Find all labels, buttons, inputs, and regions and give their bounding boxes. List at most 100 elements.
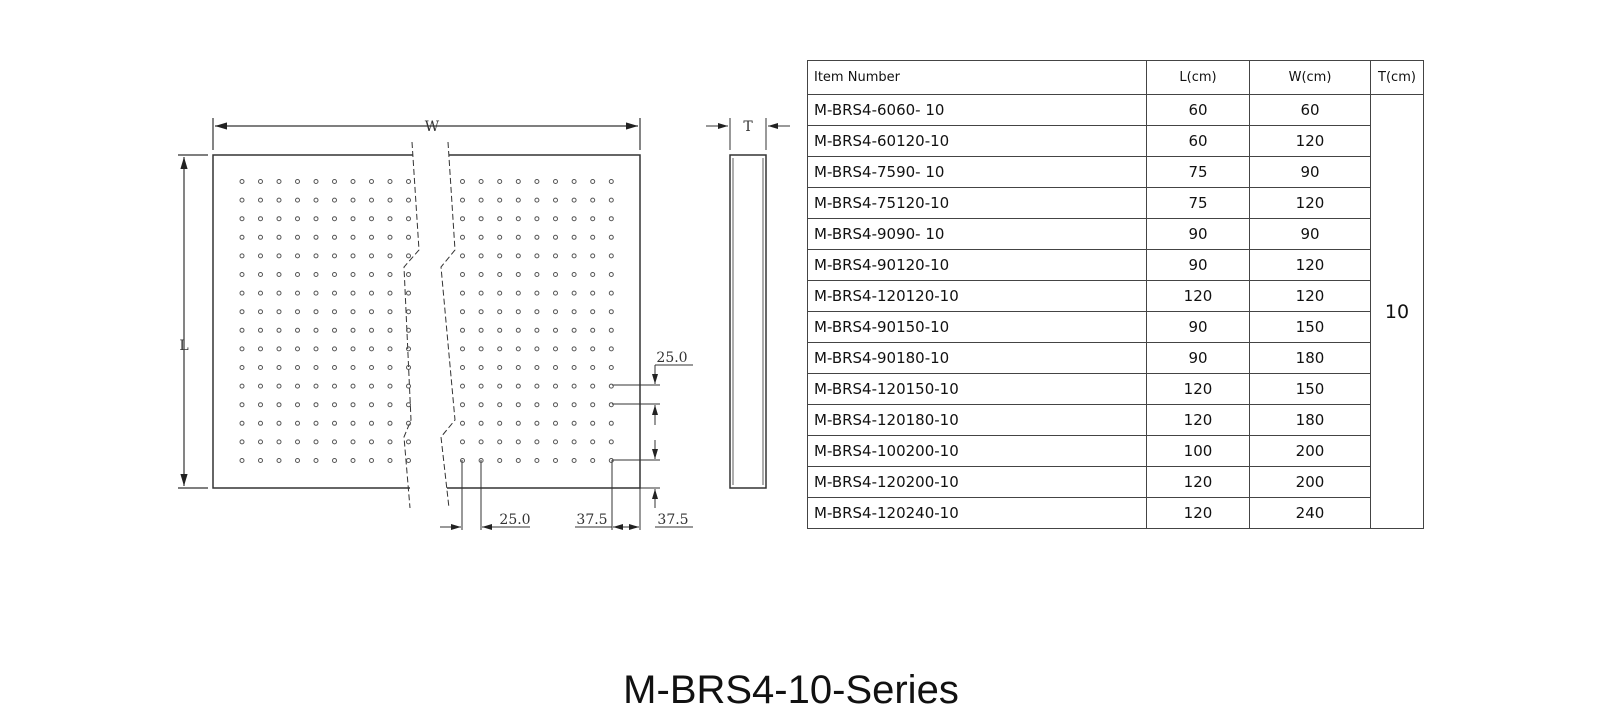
hole [534,197,540,203]
hole [460,365,465,370]
width-cell: 180 [1249,404,1371,436]
hole [295,253,300,259]
hole [478,290,484,296]
hole [590,290,596,296]
hole [276,234,282,240]
hole [387,383,393,389]
hole [571,234,577,240]
hole [350,420,356,426]
hole [313,365,319,370]
hole [553,309,558,315]
table-row: M-BRS4-90150-10 90 150 [807,311,1424,343]
hole [478,309,484,315]
length-cell: 100 [1146,435,1250,467]
hole [350,346,356,352]
hole [350,439,356,445]
hole [497,420,503,426]
hole [534,272,540,277]
hole [571,402,577,408]
hole [387,346,393,352]
hole [313,253,319,259]
hole [258,458,263,463]
hole [258,290,263,296]
hole [239,197,245,203]
length-cell: 90 [1146,342,1250,374]
length-cell: 120 [1146,373,1250,405]
hole [350,197,356,203]
hole [553,402,558,408]
hole [497,383,503,389]
hole [478,439,484,445]
length-cell: 90 [1146,218,1250,250]
hole [460,253,465,259]
hole [478,402,484,408]
edge-offset-vertical-label: 37.5 [657,512,688,528]
hole [608,216,614,222]
side-view [706,118,790,489]
hole [478,234,484,240]
hole [313,439,319,445]
hole [295,346,300,352]
length-cell: 90 [1146,249,1250,281]
width-cell: 240 [1249,497,1371,529]
hole [258,253,263,259]
table-row: M-BRS4-120120-10 120 120 [807,280,1424,312]
hole [350,179,356,184]
hole [239,234,245,240]
hole [350,458,356,463]
hole [313,309,319,315]
width-cell: 200 [1249,466,1371,498]
hole [276,216,282,222]
hole [460,216,465,222]
hole [350,272,356,277]
hole [387,365,393,370]
hole [608,383,614,389]
hole [608,290,614,296]
hole [295,420,300,426]
hole [553,179,558,184]
hole [515,216,521,222]
hole [276,197,282,203]
hole [553,290,558,296]
hole [406,253,411,259]
hole [460,458,465,463]
hole [313,197,319,203]
hole [515,458,521,463]
hole [497,272,503,277]
table-row: M-BRS4-7590- 10 75 90 [807,156,1424,188]
hole [460,309,465,315]
hole [350,365,356,370]
hole [332,383,337,389]
hole [608,365,614,370]
hole [534,290,540,296]
table-row: M-BRS4-75120-10 75 120 [807,187,1424,219]
hole [239,179,245,184]
hole [497,253,503,259]
length-cell: 75 [1146,156,1250,188]
hole [369,346,374,352]
hole [515,253,521,259]
hole [553,346,558,352]
hole [553,458,558,463]
hole [406,272,411,277]
specification-table: Item Number L(cm) W(cm) T(cm) M-BRS4-606… [807,60,1424,529]
hole [534,439,540,445]
hole [515,402,521,408]
hole [369,290,374,296]
width-cell: 200 [1249,435,1371,467]
hole [350,234,356,240]
hole [571,216,577,222]
hole [590,402,596,408]
hole [406,216,411,222]
hole [571,309,577,315]
hole [571,383,577,389]
hole-dimensions [440,364,693,530]
hole [608,420,614,426]
hole [258,272,263,277]
hole [515,234,521,240]
hole [497,234,503,240]
hole [387,309,393,315]
hole [497,197,503,203]
width-cell: 90 [1249,218,1371,250]
